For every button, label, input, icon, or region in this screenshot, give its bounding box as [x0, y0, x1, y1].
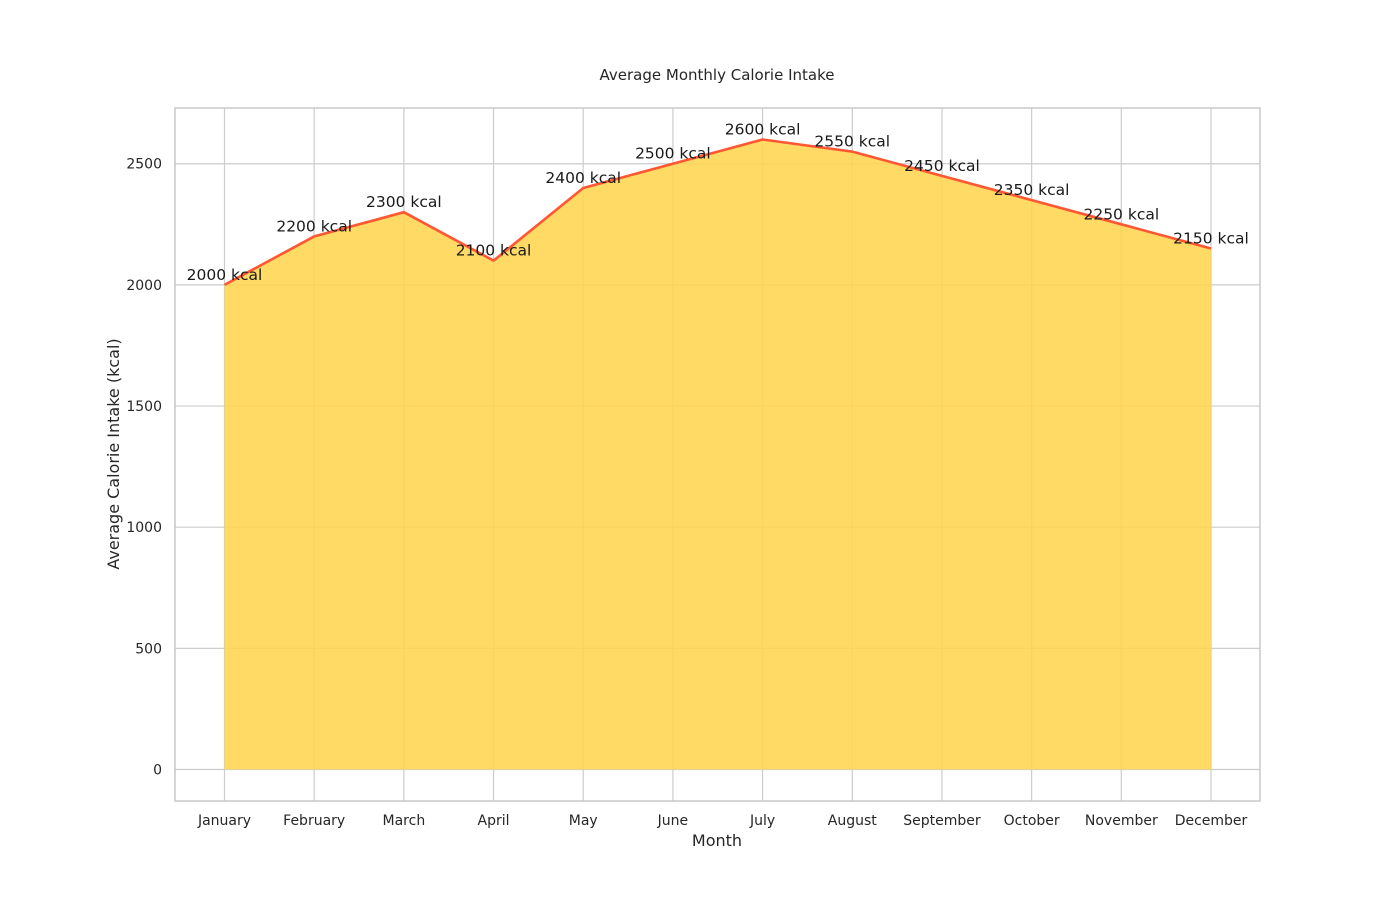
plot-frame	[174, 107, 1261, 802]
x-tick-label: January	[197, 813, 251, 829]
x-tick-label: August	[828, 813, 878, 829]
x-tick-label: May	[569, 813, 598, 829]
data-label: 2400 kcal	[545, 169, 621, 187]
x-tick-label: March	[383, 813, 426, 829]
data-label: 2150 kcal	[1173, 230, 1249, 248]
area-layer	[223, 138, 1212, 770]
data-label: 2500 kcal	[635, 145, 711, 163]
x-tick-label: December	[1175, 813, 1248, 829]
x-tick-label: July	[749, 813, 775, 829]
data-labels: 2000 kcal 2200 kcal 2300 kcal 2100 kcal 2400…	[187, 121, 1249, 284]
chart-title: Average Monthly Calorie Intake	[600, 66, 835, 84]
y-tick-label: 2500	[126, 157, 162, 173]
y-axis-label: Average Calorie Intake (kcal)	[104, 338, 123, 569]
y-tick-labels: 0 500 1000 1500 2000 2500	[126, 157, 162, 779]
y-tick-label: 1500	[126, 399, 162, 415]
series-line	[223, 138, 1212, 287]
y-tick-label: 1000	[126, 520, 162, 536]
area-fill	[224, 139, 1211, 770]
x-tick-label: June	[657, 813, 689, 829]
data-label: 2450 kcal	[904, 157, 980, 175]
x-tick-label: April	[478, 813, 510, 829]
data-label: 2600 kcal	[725, 121, 801, 139]
data-label: 2250 kcal	[1083, 205, 1159, 223]
x-tick-labels: January February March April May June July Augu…	[197, 813, 1248, 829]
x-axis-label: Month	[692, 831, 742, 850]
data-label: 2300 kcal	[366, 193, 442, 211]
data-label: 2550 kcal	[814, 133, 890, 151]
x-tick-label: November	[1085, 813, 1158, 829]
x-tick-label: October	[1004, 813, 1060, 829]
y-tick-label: 0	[153, 763, 162, 779]
data-label: 2200 kcal	[276, 217, 352, 235]
data-label: 2350 kcal	[994, 181, 1070, 199]
y-tick-label: 500	[135, 641, 162, 657]
y-tick-label: 2000	[126, 278, 162, 294]
x-tick-label: September	[903, 813, 981, 829]
data-label: 2000 kcal	[187, 266, 263, 284]
data-label: 2100 kcal	[456, 242, 532, 260]
x-tick-label: February	[283, 813, 345, 829]
